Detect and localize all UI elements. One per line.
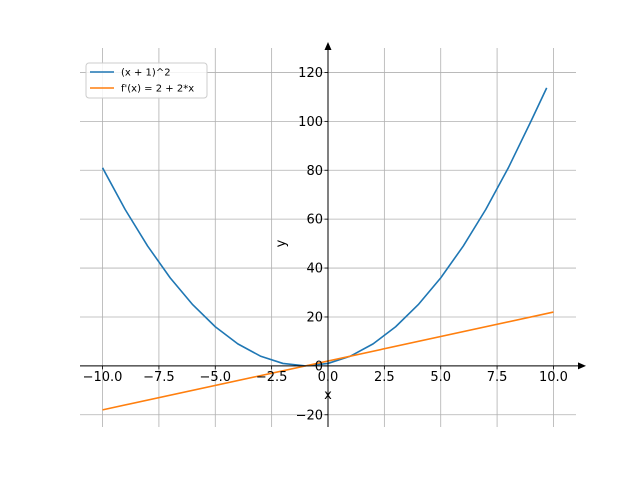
x-axis-arrow (578, 362, 586, 370)
x-tick-label: −10.0 (83, 370, 123, 385)
y-tick-label: −20 (296, 408, 323, 423)
y-tick-label: 60 (306, 213, 323, 228)
y-tick-label: 80 (306, 164, 323, 179)
x-tick-label: 0.0 (318, 370, 339, 385)
y-tick-label: 100 (298, 115, 323, 130)
x-tick-label: 10.0 (539, 370, 568, 385)
legend-label-1: (x + 1)^2 (121, 68, 171, 79)
x-tick-label: −2.5 (256, 370, 288, 385)
x-tick-label: −5.0 (199, 370, 231, 385)
y-tick-label: 20 (306, 310, 323, 325)
axes: −10.0 −7.5 −5.0 −2.5 0.0 2.5 5.0 7.5 10.0 −20 0 20 4… (80, 42, 586, 427)
y-tick-label: 120 (298, 66, 323, 81)
x-tick-label: 5.0 (430, 370, 451, 385)
y-tick-label: 40 (306, 262, 323, 277)
legend-box (85, 62, 208, 99)
y-axis-arrow (324, 42, 332, 50)
legend: (x + 1)^2 f'(x) = 2 + 2*x (85, 62, 208, 99)
legend-label-2: f'(x) = 2 + 2*x (121, 84, 194, 95)
x-tick-label: −7.5 (143, 370, 175, 385)
x-tick-label: 2.5 (374, 370, 395, 385)
y-tick-label: 0 (315, 359, 323, 374)
x-axis-label: x (324, 388, 332, 403)
x-tick-label: 7.5 (487, 370, 508, 385)
y-axis-label: y (274, 239, 289, 247)
